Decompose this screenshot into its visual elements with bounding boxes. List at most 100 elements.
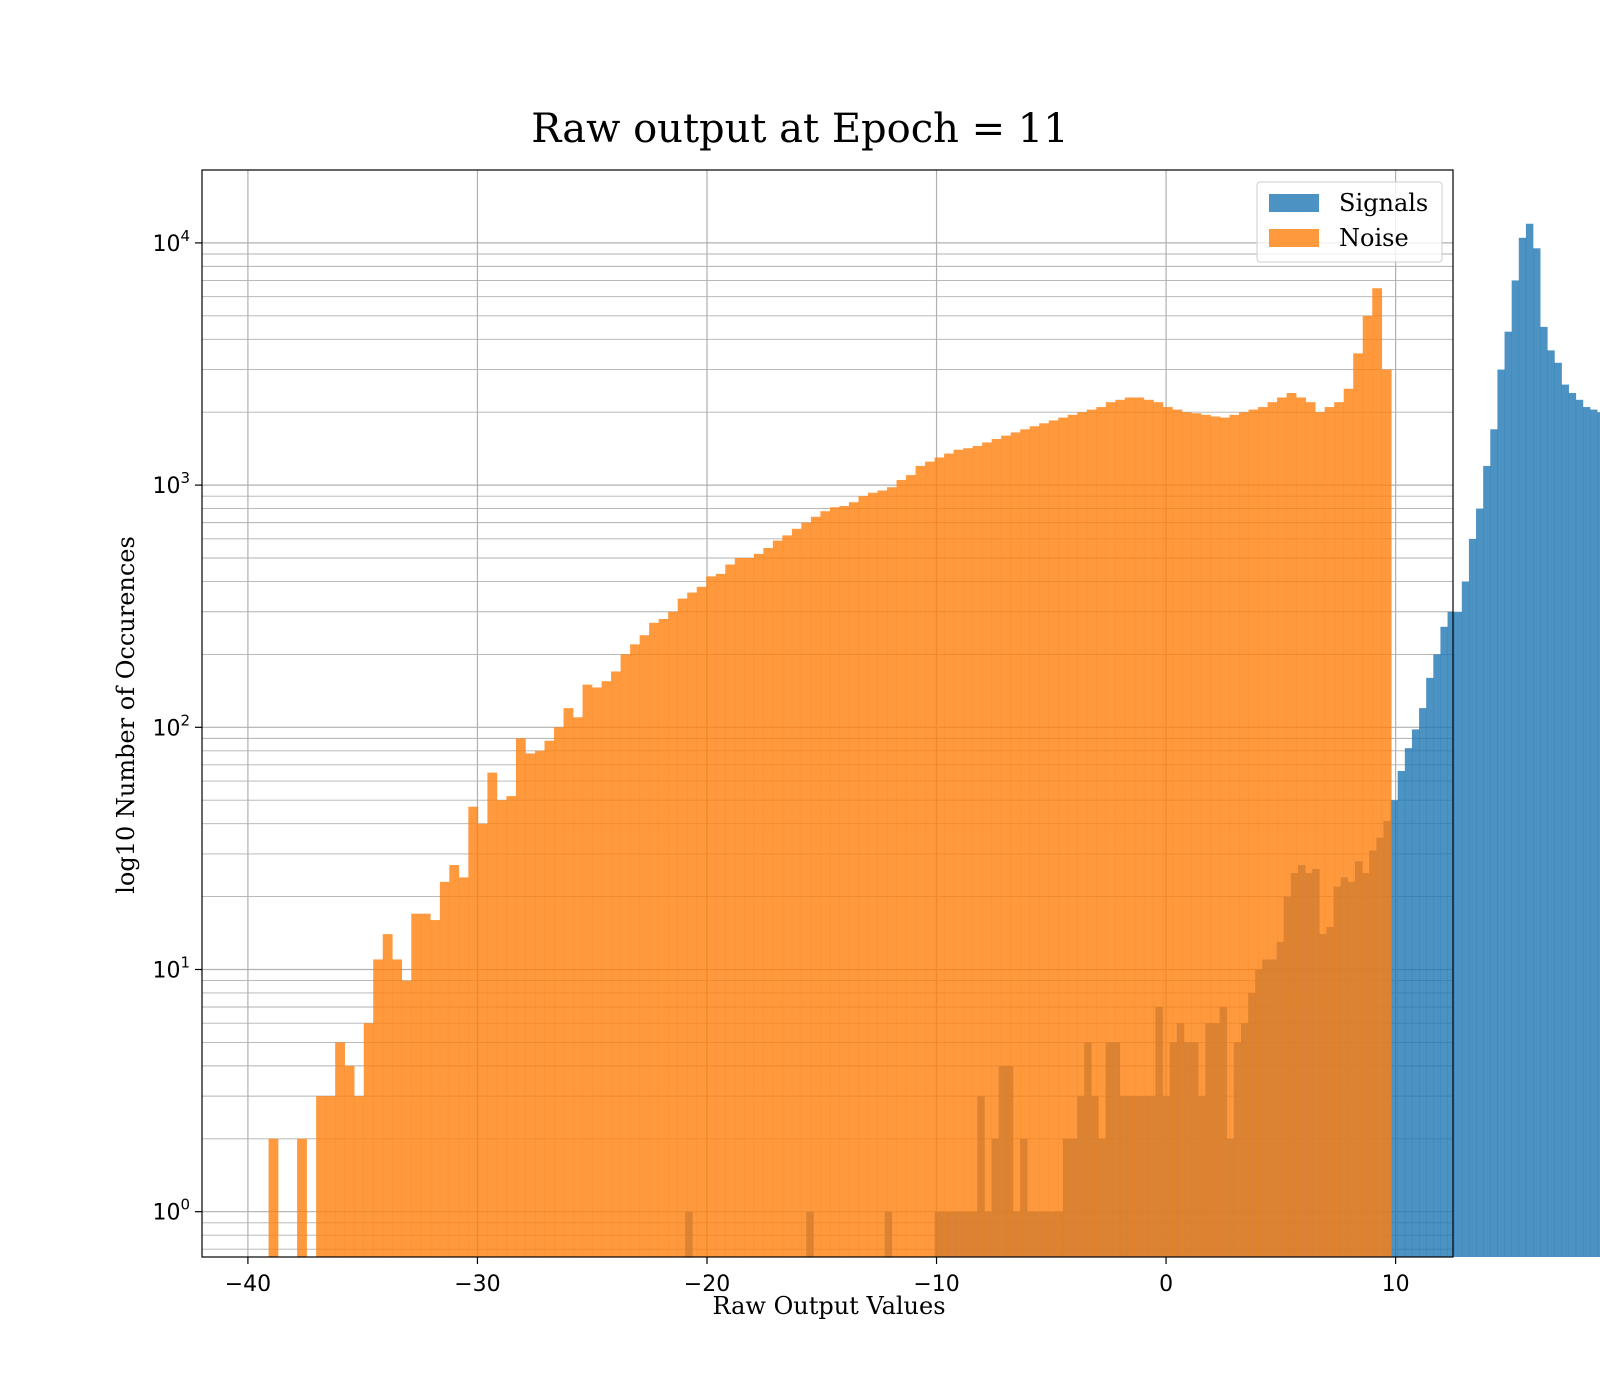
noise-bar <box>1105 402 1116 1257</box>
noise-bar <box>1010 432 1021 1257</box>
noise-bar <box>1162 407 1173 1257</box>
noise-bar <box>1020 429 1031 1257</box>
noise-bar <box>1220 417 1230 1258</box>
signals-bar <box>1561 384 1569 1257</box>
noise-bar <box>1267 402 1278 1257</box>
signals-bar <box>1547 350 1555 1257</box>
noise-bar <box>439 881 450 1257</box>
signals-bar <box>1411 729 1420 1257</box>
signals-bar <box>1433 654 1441 1257</box>
noise-bar <box>639 635 650 1257</box>
signals-bar <box>1419 708 1427 1257</box>
noise-bar <box>763 547 774 1257</box>
noise-bar <box>1115 399 1126 1257</box>
x-tick-label: 0 <box>1159 1272 1173 1297</box>
y-tick-label: 104 <box>152 227 190 257</box>
noise-bar <box>915 465 926 1258</box>
noise-bar <box>1362 315 1373 1257</box>
signals-bar <box>1518 237 1527 1257</box>
noise-bar <box>1143 399 1154 1257</box>
noise-bar <box>753 553 764 1257</box>
noise-bar <box>297 1138 307 1257</box>
legend-label-noise: Noise <box>1339 224 1409 252</box>
noise-bar <box>658 618 669 1257</box>
noise-bar <box>687 592 698 1257</box>
noise-bar <box>354 1096 365 1257</box>
noise-bar <box>820 511 831 1257</box>
x-axis-label: Raw Output Values <box>712 1292 945 1320</box>
legend: Signals Noise <box>1256 181 1443 263</box>
noise-bar <box>810 516 821 1257</box>
noise-bar <box>877 490 888 1257</box>
noise-bar <box>649 622 659 1257</box>
x-tick-label: −40 <box>225 1272 271 1297</box>
noise-bar <box>1181 412 1192 1257</box>
noise-bar <box>506 796 517 1257</box>
signals-bar <box>1533 248 1541 1258</box>
legend-swatch-noise <box>1269 229 1319 247</box>
noise-bar <box>335 1042 345 1257</box>
noise-bar <box>1381 369 1392 1257</box>
noise-bar <box>1134 397 1145 1258</box>
noise-bar <box>1334 402 1345 1257</box>
noise-bar <box>363 1023 374 1257</box>
signals-bar <box>1426 677 1434 1257</box>
noise-bar <box>1239 412 1249 1257</box>
x-tick-label: 10 <box>1382 1272 1410 1297</box>
noise-bar <box>1191 413 1202 1257</box>
noise-bar <box>829 507 840 1258</box>
noise-bar <box>706 576 717 1257</box>
noise-bar <box>582 684 593 1257</box>
noise-bar <box>430 920 441 1257</box>
noise-bar <box>1172 409 1183 1257</box>
noise-bar <box>620 654 631 1257</box>
signals-bar <box>1554 362 1562 1257</box>
noise-bar <box>734 558 745 1257</box>
noise-bar <box>382 934 393 1257</box>
x-tick-label: −10 <box>913 1272 959 1297</box>
x-tick-label: −30 <box>454 1272 500 1297</box>
noise-bar <box>411 913 422 1257</box>
noise-bar <box>1343 388 1354 1257</box>
noise-bar <box>858 496 869 1257</box>
noise-bar <box>963 448 973 1258</box>
noise-bar <box>477 823 488 1257</box>
signals-bar <box>1582 407 1591 1257</box>
signals-bar <box>1404 748 1413 1257</box>
noise-bar <box>1258 407 1268 1257</box>
series-noise <box>268 288 1392 1258</box>
noise-bar <box>325 1096 336 1257</box>
noise-bar <box>1086 409 1097 1257</box>
noise-bar <box>896 479 907 1257</box>
signals-bar <box>1497 369 1505 1257</box>
signals-bar <box>1575 399 1584 1257</box>
noise-bar <box>791 528 802 1257</box>
noise-bar <box>1315 412 1325 1257</box>
noise-bar <box>934 457 945 1257</box>
noise-bar <box>630 644 640 1257</box>
noise-bar <box>316 1096 326 1257</box>
signals-bar <box>1483 465 1491 1258</box>
noise-bar <box>563 708 574 1257</box>
noise-bar <box>268 1138 279 1257</box>
noise-bar <box>373 959 384 1257</box>
legend-label-signals: Signals <box>1339 189 1428 217</box>
y-tick-label: 101 <box>152 953 190 983</box>
chart-title: Raw output at Epoch = 11 <box>531 106 1068 152</box>
signals-bar <box>1504 331 1512 1257</box>
noise-bar <box>544 740 555 1257</box>
noise-bar <box>972 446 983 1257</box>
noise-bar <box>1029 426 1040 1258</box>
noise-bar <box>601 681 612 1257</box>
signals-bar <box>1397 771 1406 1257</box>
noise-bar <box>1324 407 1335 1257</box>
noise-bar <box>1200 414 1211 1257</box>
noise-bar <box>496 800 507 1257</box>
noise-bar <box>611 671 621 1257</box>
noise-bar <box>1372 288 1383 1257</box>
noise-bar <box>696 586 707 1257</box>
legend-swatch-signals <box>1269 194 1319 212</box>
noise-bar <box>1286 393 1297 1257</box>
y-tick-label: 103 <box>152 469 190 499</box>
